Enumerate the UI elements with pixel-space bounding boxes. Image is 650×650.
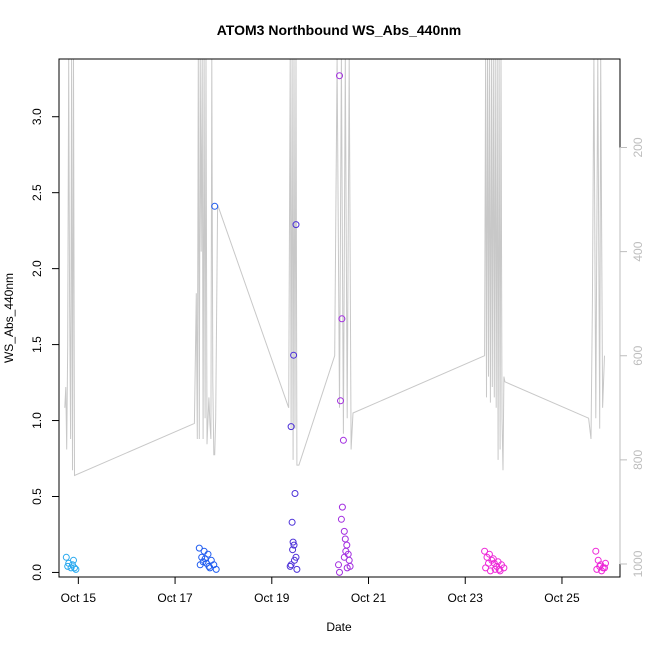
y-tick-label: 2.0 [30, 260, 44, 277]
data-point [291, 556, 298, 564]
y2-tick-label: 800 [631, 450, 645, 470]
data-point [204, 550, 212, 558]
x-tick-label: Oct 21 [351, 591, 387, 605]
data-point [199, 558, 207, 566]
y-tick-label: 0.5 [30, 488, 44, 505]
x-tick-label: Oct 23 [448, 591, 484, 605]
data-point [596, 562, 604, 570]
y2-tick-label: 200 [631, 137, 645, 157]
data-point [290, 351, 298, 359]
data-point [486, 567, 494, 575]
data-point [485, 559, 492, 567]
data-point [211, 202, 219, 210]
x-tick-label: Oct 25 [544, 591, 580, 605]
data-point [71, 564, 78, 572]
data-point [340, 553, 348, 561]
data-point [289, 538, 297, 546]
data-point [293, 565, 301, 573]
y2-tick-label: 1000 [631, 550, 645, 577]
data-point [198, 553, 206, 561]
data-point [72, 565, 80, 573]
data-point [195, 544, 203, 552]
data-point [336, 72, 343, 80]
data-point [292, 221, 300, 229]
data-point [494, 558, 502, 566]
data-point [337, 397, 344, 405]
data-point [335, 561, 342, 569]
data-point [343, 564, 351, 572]
y-axis-label: WS_Abs_440nm [2, 273, 16, 363]
data-point [602, 559, 609, 567]
data-point [287, 423, 295, 431]
data-point [336, 568, 343, 576]
data-point [288, 518, 296, 526]
data-point [291, 490, 299, 497]
data-point [485, 550, 493, 558]
data-point [212, 565, 220, 573]
x-tick-label: Oct 19 [254, 591, 290, 605]
data-point [290, 541, 298, 549]
x-tick-label: Oct 17 [157, 591, 193, 605]
chart-title: ATOM3 Northbound WS_Abs_440nm [217, 22, 462, 38]
data-point [70, 556, 77, 564]
data-point [286, 562, 294, 570]
points-layer [62, 72, 609, 576]
y2-axis: 200 400 600 800 1000 [619, 137, 645, 577]
x-tick-label: Oct 15 [61, 591, 97, 605]
y-axis: 0.0 0.5 1.0 1.5 2.0 2.5 3.0 [30, 108, 60, 581]
data-point [342, 547, 350, 555]
y2-tick-label: 400 [631, 241, 645, 261]
y-tick-label: 3.0 [30, 108, 44, 125]
x-axis: Oct 15 Oct 17 Oct 19 Oct 21 Oct 23 Oct 25 [61, 576, 580, 605]
y-tick-label: 1.0 [30, 412, 44, 429]
data-point [496, 567, 504, 575]
data-point [592, 547, 600, 555]
y2-tick-label: 600 [631, 345, 645, 365]
data-point [337, 515, 345, 523]
data-point [341, 535, 349, 543]
data-point [601, 564, 608, 572]
data-point [206, 564, 214, 572]
data-point [64, 562, 72, 570]
data-point [62, 553, 70, 561]
data-point [340, 527, 348, 535]
data-point [343, 541, 351, 549]
data-point [339, 436, 347, 444]
data-point [338, 315, 346, 323]
x-axis-label: Date [326, 620, 352, 634]
y-tick-label: 1.5 [30, 336, 44, 353]
data-point [491, 565, 499, 573]
data-point [289, 546, 297, 554]
y-tick-label: 0.0 [30, 564, 44, 581]
altitude-line [64, 58, 605, 477]
y-tick-label: 2.5 [30, 184, 44, 201]
data-point [205, 562, 213, 570]
data-point [338, 503, 346, 511]
altitude-line-layer [64, 58, 605, 477]
